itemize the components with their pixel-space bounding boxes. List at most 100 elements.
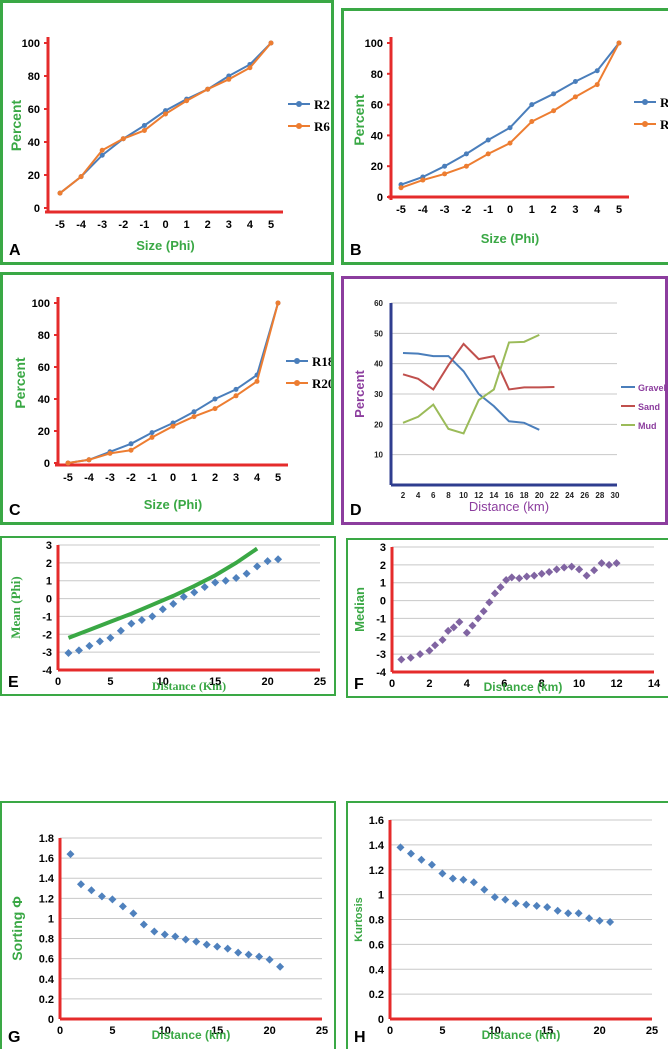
panel-label-c: C [9, 502, 21, 519]
x-tick-label: 8 [539, 678, 545, 690]
legend-marker [294, 380, 300, 386]
x-tick-label: 20 [535, 491, 544, 500]
x-tick-label: 4 [594, 204, 601, 216]
data-point [496, 583, 505, 592]
y-tick-label: 1.4 [39, 873, 55, 885]
data-point [582, 571, 591, 580]
data-point [397, 655, 406, 664]
y-tick-label: 2 [46, 558, 52, 570]
x-tick-label: 8 [446, 491, 451, 500]
x-tick-label: 1 [184, 219, 190, 231]
x-tick-label: 10 [573, 678, 585, 690]
data-point [247, 65, 253, 71]
y-tick-label: 1 [380, 578, 386, 590]
data-point [191, 409, 197, 415]
data-point [150, 927, 159, 936]
y-tick-label: -3 [376, 649, 386, 661]
data-point [406, 653, 415, 662]
y-axis-title: Sorting Φ [9, 896, 25, 961]
data-point [276, 962, 285, 971]
data-point [574, 909, 583, 918]
data-point [398, 185, 404, 191]
y-tick-label: 40 [371, 130, 383, 142]
x-tick-label: -1 [147, 472, 157, 484]
data-point [99, 152, 105, 158]
y-tick-label: 1.2 [39, 893, 54, 905]
data-point [200, 582, 209, 591]
x-tick-label: 22 [550, 491, 559, 500]
x-axis-title: Distance (km) [152, 1028, 231, 1042]
panel-label-g: G [8, 1029, 21, 1046]
series-line-sand [402, 342, 555, 391]
series-line-R2 [59, 42, 272, 194]
chart-b-svg: 0 20 40 60 80 100 -5 -4 -3 -2 -1 0 1 2 3 4 5 R10 R13 Size (… [351, 37, 668, 246]
data-point [263, 557, 272, 566]
x-tick-label: 0 [387, 1025, 393, 1037]
chart-a-svg: 0 20 40 60 80 100 -5 -4 -3 -2 -1 0 1 2 3 4 5 R2 R6 Size (Ph… [8, 37, 330, 253]
panel-c: 0 20 40 60 80 100 -5 -4 -3 -2 -1 0 1 2 3 4 5 R18 R20 Size (… [0, 272, 334, 525]
panel-label-b: B [350, 242, 362, 259]
y-tick-label: 100 [365, 38, 383, 50]
y-axis-title: Percent [351, 94, 367, 146]
data-point [170, 423, 176, 429]
data-point [612, 559, 621, 568]
series-line-R13 [400, 42, 620, 189]
data-point [149, 430, 155, 436]
data-point [87, 886, 96, 895]
y-tick-label: 0.2 [369, 989, 384, 1001]
x-tick-label: 6 [501, 678, 507, 690]
data-point [564, 909, 573, 918]
y-axis-title: Median [352, 587, 367, 632]
data-point [86, 457, 92, 463]
x-tick-label: 2 [426, 678, 432, 690]
x-tick-label: 0 [507, 204, 513, 216]
data-point [438, 869, 447, 878]
y-tick-label: 0 [34, 203, 40, 215]
data-point [522, 900, 531, 909]
x-tick-label: 20 [261, 676, 273, 688]
x-tick-label: -2 [462, 204, 472, 216]
data-point [76, 880, 85, 889]
panel-d: 10 20 30 40 50 60 2 4 6 8 10 12 14 16 18 20 22 24 26 28 30 Gr… [341, 276, 668, 525]
data-point [606, 917, 615, 926]
x-tick-label: 4 [247, 219, 254, 231]
data-point [515, 574, 524, 583]
y-tick-label: 1.8 [39, 833, 54, 845]
data-point [268, 40, 274, 46]
x-tick-label: 2 [205, 219, 211, 231]
legend-marker [294, 358, 300, 364]
legend-marker [642, 99, 648, 105]
y-tick-label: 0.8 [369, 915, 384, 927]
data-point [192, 937, 201, 946]
panel-h: 0 0.2 0.4 0.6 0.8 1 1.2 1.4 1.6 0 5 10 15 20 25 Distanc… [346, 801, 668, 1049]
data-point [211, 578, 220, 587]
x-tick-label: 4 [464, 678, 471, 690]
legend-marker [296, 123, 302, 129]
data-point [567, 562, 576, 571]
y-tick-label: 30 [374, 390, 383, 399]
x-tick-label: 5 [275, 472, 281, 484]
x-tick-label: 20 [263, 1025, 275, 1037]
panel-label-h: H [354, 1029, 366, 1046]
data-point [416, 650, 425, 659]
data-point [572, 79, 578, 84]
panel-a: 0 20 40 60 80 100 -5 -4 -3 -2 -1 0 1 2 3 4 5 R2 R6 Size (Ph… [0, 0, 334, 265]
x-tick-label: 5 [616, 204, 622, 216]
x-tick-label: 15 [209, 676, 221, 688]
x-axis-title: Size (Phi) [136, 238, 195, 253]
y-tick-label: 20 [38, 426, 50, 438]
x-tick-label: 0 [55, 676, 61, 688]
data-point [108, 895, 117, 904]
y-tick-label: 80 [371, 69, 383, 81]
y-axis-title: Kurtosis [353, 897, 365, 942]
legend-label: R20 [312, 376, 331, 391]
data-point [234, 948, 243, 957]
x-tick-label: 14 [489, 491, 498, 500]
x-tick-label: -2 [118, 219, 128, 231]
data-point [181, 935, 190, 944]
data-point [463, 163, 469, 169]
x-tick-label: 3 [233, 472, 239, 484]
x-tick-label: 10 [489, 1025, 501, 1037]
y-tick-label: 1.6 [39, 853, 54, 865]
